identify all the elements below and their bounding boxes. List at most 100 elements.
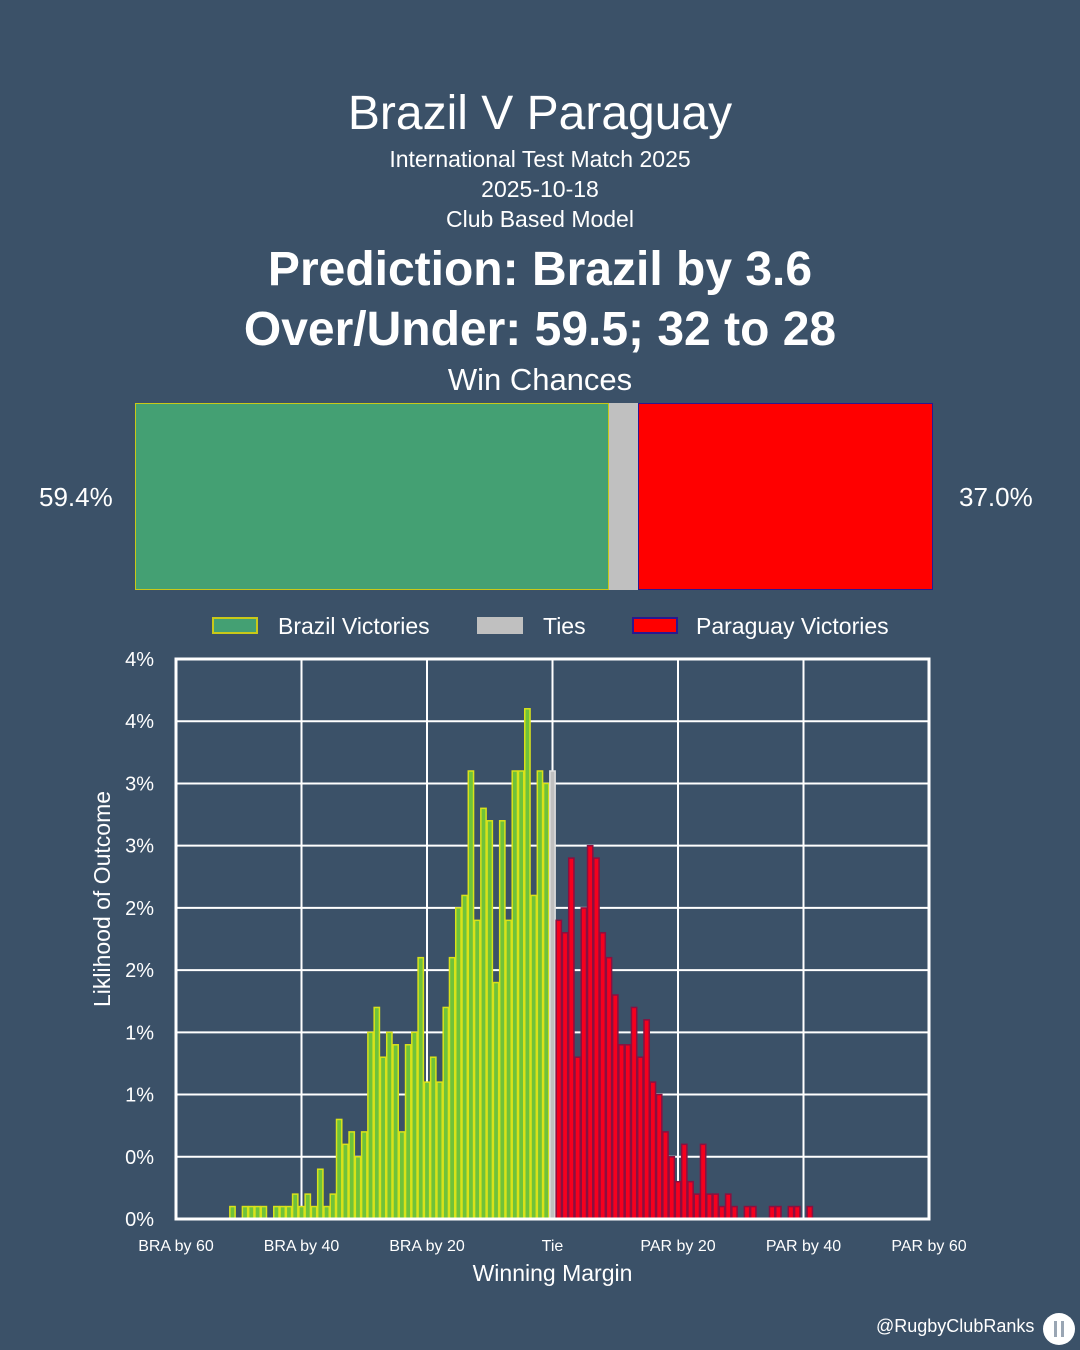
y-tick-label: 3% (125, 836, 154, 858)
bar-tie (549, 770, 556, 1220)
twitter-handle: @RugbyClubRanks (876, 1316, 1035, 1336)
bar-brazil (398, 1131, 406, 1220)
win-chances-title: Win Chances (447, 362, 633, 397)
bar-brazil (316, 1168, 324, 1220)
paraguay-win-pct: 37.0% (959, 482, 1033, 512)
bar-paraguay (705, 1193, 713, 1220)
rugby-posts-logo-icon (1043, 1313, 1075, 1345)
x-tick-label: PAR by 40 (766, 1238, 841, 1255)
bar-brazil (241, 1205, 249, 1220)
bar-brazil (411, 1031, 418, 1220)
bar-paraguay (643, 1019, 651, 1220)
bar-paraguay (749, 1205, 757, 1220)
bar-brazil (542, 782, 550, 1220)
bar-paraguay (674, 1180, 682, 1220)
bar-brazil (360, 1131, 368, 1220)
legend-label-ties: Ties (543, 613, 586, 639)
brazil-win-segment (135, 403, 609, 590)
bar-brazil (530, 894, 538, 1220)
bar-brazil (273, 1205, 280, 1220)
bar-brazil (229, 1205, 236, 1220)
model-name: Club Based Model (446, 206, 634, 232)
bar-brazil (486, 820, 494, 1220)
x-tick-label: BRA by 60 (138, 1238, 214, 1255)
bar-paraguay (743, 1205, 751, 1220)
bar-paraguay (611, 994, 619, 1220)
y-tick-label: 1% (125, 1085, 154, 1107)
y-tick-label: 2% (125, 960, 154, 982)
match-date: 2025-10-18 (481, 176, 599, 202)
bar-brazil (285, 1205, 293, 1220)
bar-brazil (247, 1205, 255, 1220)
bar-paraguay (561, 932, 569, 1220)
bar-paraguay (787, 1205, 795, 1220)
bar-paraguay (668, 1156, 676, 1220)
bar-brazil (310, 1205, 318, 1220)
bar-brazil (511, 770, 519, 1220)
bar-paraguay (567, 857, 575, 1220)
over-under-text: Over/Under: 59.5; 32 to 28 (243, 303, 837, 356)
bar-brazil (417, 956, 425, 1220)
tie-segment (609, 403, 638, 590)
bar-paraguay (687, 1180, 694, 1220)
bar-brazil (461, 894, 469, 1220)
competition-name: International Test Match 2025 (389, 146, 691, 172)
bar-brazil (448, 956, 456, 1220)
bar-brazil (423, 1081, 431, 1220)
bar-paraguay (630, 1006, 638, 1220)
legend-swatch-ties (477, 617, 523, 634)
bar-paraguay (636, 1056, 644, 1220)
bar-paraguay (680, 1143, 688, 1220)
x-tick-label: PAR by 20 (640, 1238, 715, 1255)
x-tick-label: PAR by 60 (891, 1238, 966, 1255)
margin-histogram: 0% 0% 1% 1% 2% 2% 3% 3% 4% 4% BRA by 60 BRA by 40 BR… (89, 649, 967, 1286)
bar-brazil (442, 1006, 450, 1220)
bar-brazil (260, 1205, 268, 1220)
bar-brazil (279, 1205, 287, 1220)
bar-paraguay (649, 1081, 657, 1220)
plot-frame (174, 657, 931, 1221)
bar-brazil (335, 1118, 343, 1220)
y-axis-label: Liklihood of Outcome (89, 791, 115, 1007)
bar-brazil (498, 820, 506, 1220)
bar-brazil (392, 1044, 400, 1220)
bar-paraguay (712, 1193, 720, 1220)
bar-paraguay (793, 1205, 801, 1220)
bar-paraguay (555, 919, 563, 1220)
bar-brazil (505, 919, 512, 1220)
legend-label-paraguay: Paraguay Victories (696, 613, 889, 639)
bar-paraguay (618, 1044, 625, 1220)
bar-paraguay (624, 1044, 632, 1220)
y-tick-label: 1% (125, 1022, 154, 1044)
legend-swatch-brazil (212, 617, 258, 634)
bar-brazil (536, 770, 544, 1220)
bar-brazil (291, 1193, 299, 1220)
bar-brazil (348, 1131, 356, 1220)
bar-brazil (254, 1205, 261, 1220)
x-tick-label: BRA by 20 (389, 1238, 465, 1255)
bar-paraguay (599, 932, 607, 1220)
bar-paraguay (586, 844, 594, 1220)
bar-brazil (323, 1205, 330, 1220)
bar-brazil (304, 1193, 312, 1220)
bar-paraguay (574, 1056, 581, 1220)
bar-brazil (404, 1044, 412, 1220)
bar-brazil (329, 1193, 337, 1220)
bar-brazil (480, 807, 487, 1220)
bar-paraguay (580, 907, 588, 1220)
bar-paraguay (724, 1193, 732, 1220)
bar-brazil (436, 1081, 443, 1220)
bar-paraguay (718, 1205, 726, 1220)
bar-brazil (385, 1031, 393, 1220)
brazil-win-pct: 59.4% (39, 482, 113, 512)
bar-brazil (467, 770, 475, 1220)
bar-brazil (524, 708, 531, 1220)
bar-paraguay (731, 1205, 738, 1220)
x-axis-label: Winning Margin (473, 1260, 633, 1286)
bar-brazil (454, 907, 462, 1220)
bar-brazil (492, 981, 500, 1220)
y-tick-label: 4% (125, 711, 154, 733)
bar-brazil (473, 919, 481, 1220)
y-tick-label: 0% (125, 1147, 154, 1169)
bar-brazil (379, 1056, 387, 1220)
